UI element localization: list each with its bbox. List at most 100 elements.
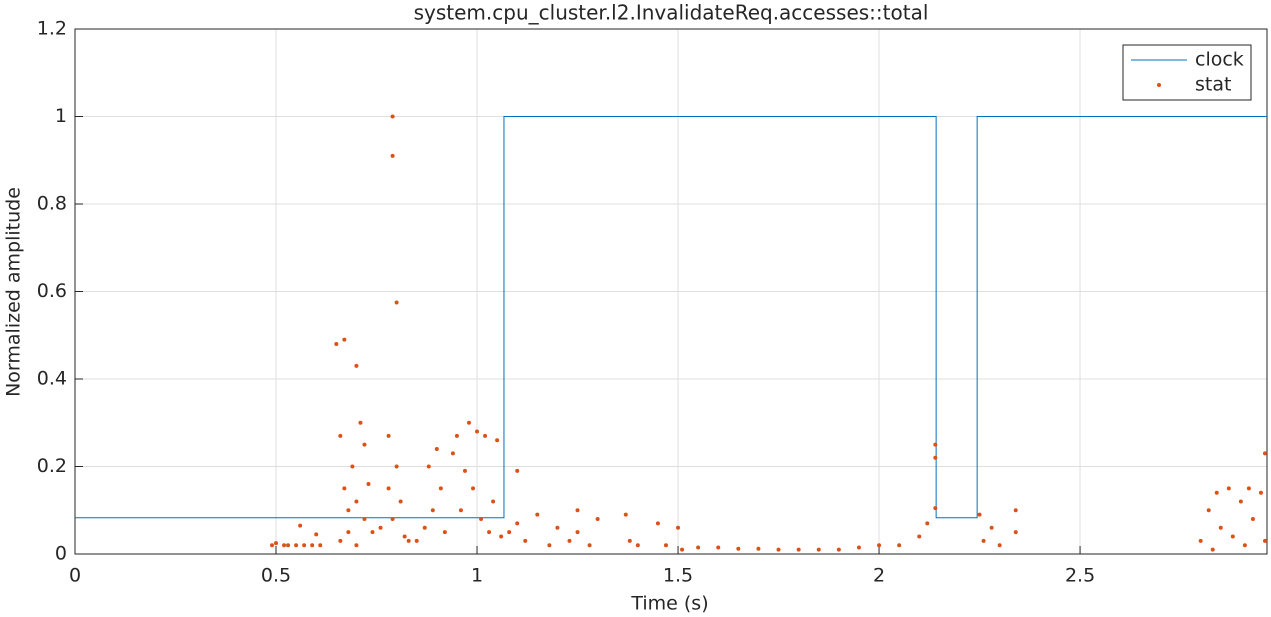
scatter-point [334, 342, 339, 346]
scatter-point [977, 512, 982, 517]
scatter-point [575, 508, 580, 513]
y-axis-label: Normalized amplitude [3, 187, 25, 397]
scatter-point [282, 543, 287, 548]
scatter-point [342, 337, 347, 342]
scatter-point [471, 486, 476, 491]
scatter-point [479, 517, 484, 521]
scatter-point [346, 530, 351, 535]
scatter-point [362, 442, 367, 447]
y-tick-label: 1.2 [37, 18, 67, 40]
scatter-point [776, 547, 781, 552]
scatter-point [555, 525, 560, 530]
legend-label: clock [1195, 49, 1244, 71]
scatter-point [1258, 490, 1263, 495]
scatter-point [796, 547, 801, 552]
scatter-point [696, 545, 701, 550]
y-tick-label: 0.6 [37, 280, 67, 302]
scatter-point [466, 420, 471, 425]
legend-swatch [1157, 83, 1161, 87]
x-tick-label: 2.5 [1065, 565, 1095, 587]
scatter-point [386, 433, 391, 438]
scatter-point [507, 530, 512, 535]
scatter-point [338, 433, 343, 438]
scatter-point [426, 464, 431, 469]
scatter-point [390, 517, 395, 521]
scatter-point [402, 534, 407, 539]
scatter-point [1230, 534, 1235, 539]
x-tick-label: 1 [471, 565, 483, 587]
scatter-point [390, 114, 395, 119]
scatter-point [575, 530, 580, 535]
scatter-point [716, 545, 721, 550]
scatter-point [454, 433, 459, 438]
scatter-point [1242, 543, 1247, 548]
scatter-point [1238, 499, 1243, 504]
scatter-point [495, 438, 500, 443]
scatter-point [676, 525, 681, 530]
scatter-point [462, 468, 467, 473]
scatter-point [358, 420, 363, 425]
scatter-point [286, 543, 291, 548]
scatter-point [414, 538, 419, 543]
scatter-point [314, 532, 319, 537]
scatter-point [836, 547, 841, 552]
scatter-point [422, 525, 427, 530]
scatter-point [897, 543, 902, 548]
scatter-point [515, 468, 520, 473]
scatter-point [483, 433, 488, 438]
scatter-point [1013, 530, 1018, 535]
scatter-point [981, 538, 986, 543]
plot-frame [74, 28, 1268, 555]
scatter-point [450, 451, 455, 456]
scatter-point [338, 538, 343, 543]
scatter-point [354, 499, 359, 504]
scatter-point [438, 486, 443, 491]
scatter-point [1214, 490, 1219, 495]
scatter-point [623, 512, 628, 517]
scatter-point [386, 486, 391, 491]
scatter-point [298, 523, 303, 528]
scatter-point [523, 538, 528, 543]
scatter-point [997, 543, 1002, 548]
scatter-point [1198, 538, 1203, 543]
scatter-point [442, 530, 447, 535]
y-tick-label: 0.8 [37, 193, 67, 215]
scatter-point [587, 543, 592, 548]
scatter-point [877, 543, 882, 548]
scatter-point [933, 455, 938, 460]
scatter-point [933, 506, 938, 511]
scatter-point [406, 538, 411, 543]
x-axis-label: Time (s) [630, 593, 708, 615]
scatter-point [346, 508, 351, 513]
scatter-point [318, 543, 323, 548]
scatter-point [933, 442, 938, 447]
scatter-point [302, 543, 307, 548]
scatter-point [366, 482, 371, 486]
scatter-point [1226, 486, 1231, 491]
scatter-point [394, 464, 399, 469]
scatter-point [430, 508, 435, 513]
y-tick-label: 0.2 [37, 455, 67, 477]
x-tick-label: 0 [69, 565, 81, 587]
scatter-point [269, 543, 274, 548]
scatter-point [1250, 517, 1255, 521]
scatter-point [535, 512, 540, 517]
scatter-point [1206, 508, 1211, 513]
scatter-point [487, 530, 492, 535]
scatter-point [635, 543, 640, 548]
y-tick-label: 0 [55, 543, 67, 565]
x-tick-label: 1.5 [663, 565, 693, 587]
scatter-point [491, 499, 496, 504]
scatter-point [398, 499, 403, 504]
scatter-point [663, 543, 668, 548]
scatter-point [655, 521, 660, 526]
chart-title: system.cpu_cluster.l2.InvalidateReq.acce… [414, 1, 929, 25]
scatter-point [595, 517, 600, 521]
scatter-point [378, 525, 383, 530]
scatter-point [499, 534, 504, 539]
line-series [75, 116, 1267, 519]
scatter-point [458, 508, 463, 513]
scatter-point [362, 517, 367, 521]
scatter-point [390, 153, 395, 158]
